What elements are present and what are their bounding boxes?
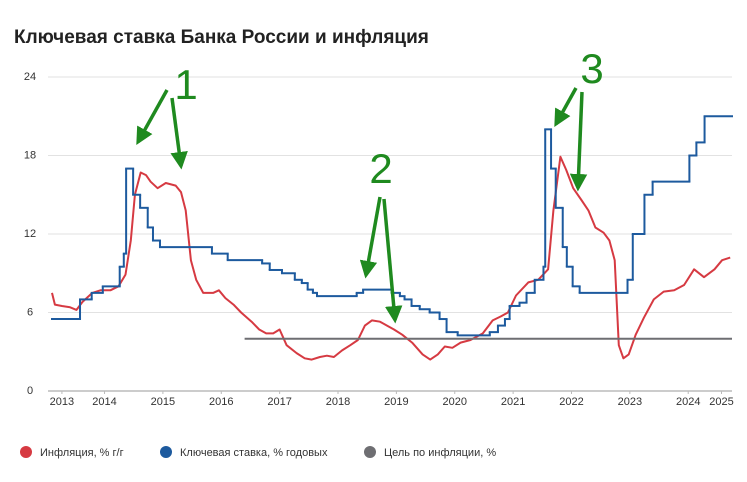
x-tick-label: 2016 <box>209 396 233 408</box>
annotation-arrows <box>136 87 588 324</box>
x-tick-label: 2020 <box>443 396 467 408</box>
x-tick-label: 2023 <box>618 396 642 408</box>
arrow <box>359 196 382 279</box>
chart-title: Ключевая ставка Банка России и инфляция <box>14 27 429 48</box>
y-tick-label: 0 <box>27 385 33 397</box>
y-tick-label: 12 <box>24 228 36 240</box>
x-tick-label: 2022 <box>559 396 583 408</box>
series-line <box>51 155 731 361</box>
plot: 0 6 12 18 24 2013 2014 2015 2016 2017 2018 2019 2020… <box>24 71 734 408</box>
x-tick-label: 2019 <box>384 396 408 408</box>
y-tick-label: 18 <box>24 149 36 161</box>
arrow <box>554 87 578 128</box>
legend-swatch <box>364 446 376 458</box>
y-tick-label: 6 <box>27 306 33 318</box>
legend-swatch <box>160 446 172 458</box>
x-tick-label: 2014 <box>92 396 116 408</box>
x-tick-label: 2025 <box>709 396 733 408</box>
x-tick-label: 2017 <box>267 396 291 408</box>
annotation: 3 <box>580 45 603 92</box>
legend-swatch <box>20 446 32 458</box>
legend-label: Ключевая ставка, % годовых <box>180 447 328 459</box>
y-tick-label: 24 <box>24 71 36 83</box>
arrow <box>136 89 169 146</box>
arrow <box>382 198 403 324</box>
arrow <box>569 91 588 192</box>
x-tick-label: 2018 <box>326 396 350 408</box>
arrow <box>170 97 188 170</box>
x-tick-label: 2021 <box>501 396 525 408</box>
x-tick-label: 2013 <box>50 396 74 408</box>
legend-label: Цель по инфляции, % <box>384 447 496 459</box>
x-tick-label: 2024 <box>676 396 700 408</box>
x-tick-label: 2015 <box>151 396 175 408</box>
annotation: 1 <box>174 61 197 108</box>
annotation: 2 <box>369 145 392 192</box>
legend-label: Инфляция, % г/г <box>40 447 124 459</box>
